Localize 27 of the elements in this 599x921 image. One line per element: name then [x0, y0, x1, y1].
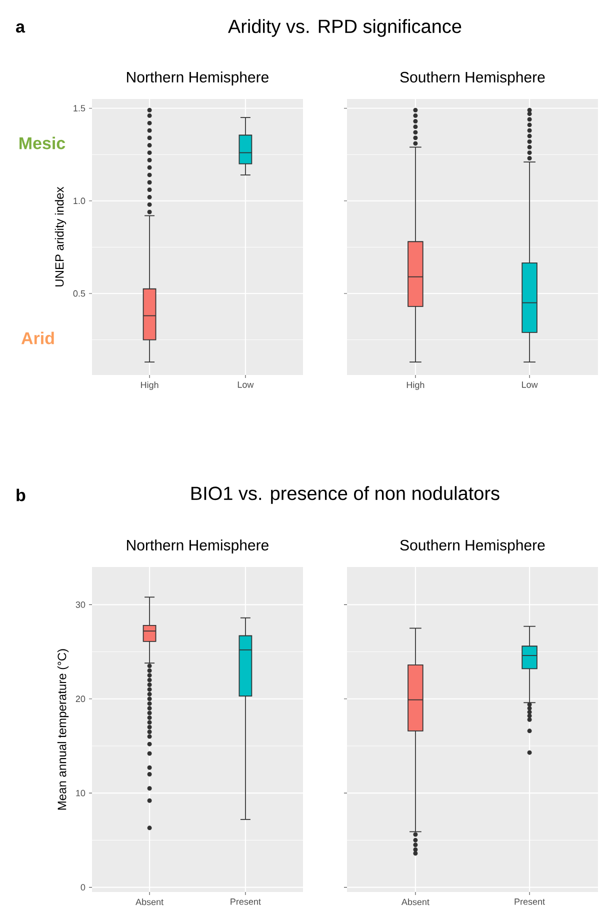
- y-tick-label: 20: [76, 696, 86, 702]
- x-tick-label: Absent: [401, 898, 430, 906]
- text: Arid: [21, 332, 54, 344]
- chart-title: Southern Hemisphere: [400, 71, 545, 86]
- y-tick-label: 1.0: [74, 198, 86, 204]
- text: BIO1 vs. presence of non nodulators: [191, 486, 500, 504]
- x-tick-label: Absent: [136, 898, 164, 906]
- y-tick-label: 1.5: [74, 105, 86, 112]
- x-tick-label: High: [406, 382, 424, 390]
- x-tick-label: Present: [514, 898, 545, 905]
- x-tick-label: Low: [238, 382, 254, 388]
- y-axis-title: Mean annual temperature (°C): [57, 649, 69, 810]
- y-tick-label: 10: [76, 790, 86, 796]
- x-tick-label: Low: [522, 382, 538, 388]
- y-tick-label: 0.5: [73, 290, 86, 297]
- y-axis-title: UNEP aridity index: [54, 186, 66, 286]
- chart-title: Northern Hemisphere: [127, 71, 268, 86]
- y-tick-label: 30: [76, 601, 86, 608]
- text: Aridity vs. RPD significance: [228, 19, 462, 37]
- text: Mesic: [20, 136, 66, 150]
- text: b: [16, 488, 26, 502]
- text: a: [16, 23, 26, 33]
- y-tick-label: 0: [80, 884, 86, 890]
- chart-title: Northern Hemisphere: [127, 539, 268, 554]
- x-tick-label: Present: [230, 898, 261, 905]
- x-tick-label: High: [141, 382, 158, 390]
- chart-title: Southern Hemisphere: [400, 539, 545, 554]
